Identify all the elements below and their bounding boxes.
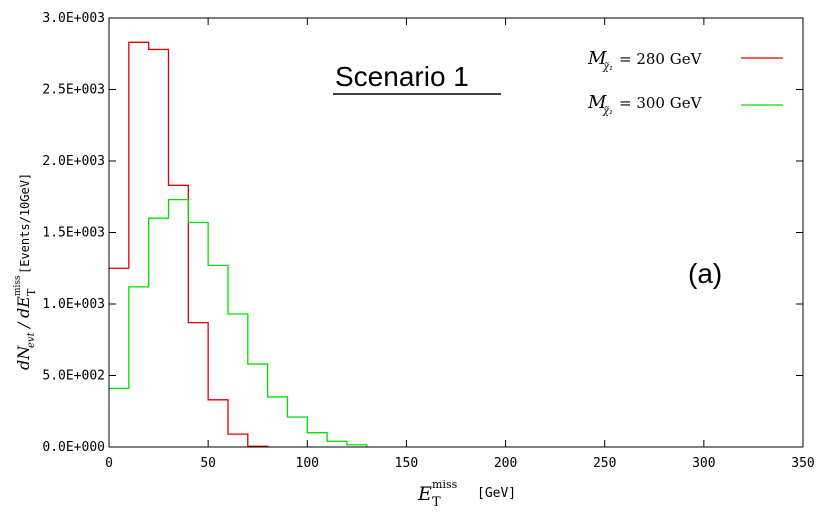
legend-label: = 300 GeV [619,94,703,112]
x-tick-label: 0 [105,456,113,471]
y-tick-label: 5.0E+002 [42,369,105,384]
xlabel-unit: [GeV] [477,486,516,501]
ticks-layer: 0 50 100 150 200 250 300 350 0.0E+000 5.0E+002 1.0… [42,11,814,471]
legend-subscript: χ̃₁ [602,106,613,117]
x-tick-label: 100 [296,456,319,471]
y-tick-label: 3.0E+003 [42,11,105,26]
ylabel-slash: / [14,321,33,330]
ylabel-denominator-sup: miss [13,275,23,296]
x-axis-label: E miss T [GeV] [417,478,516,510]
x-tick-label: 200 [494,456,517,471]
ylabel-denominator: dE [14,296,33,318]
legend-subscript: χ̃₁ [602,62,613,73]
xlabel-symbol: E [417,483,432,505]
chart-title: Scenario 1 [335,61,469,92]
ylabel-denominator-sub: T [25,288,38,296]
y-tick-label: 2.0E+003 [42,154,105,169]
legend-symbol: M [587,92,607,113]
x-tick-label: 250 [593,456,616,471]
ylabel-numerator-sub: evt [26,331,37,348]
series-line-280 [109,41,269,447]
y-tick-label: 1.0E+003 [42,297,105,312]
series-line-300 [109,198,368,447]
y-tick-label: 1.5E+003 [42,226,105,241]
x-tick-label: 350 [791,456,814,471]
xlabel-superscript: miss [432,478,458,491]
xlabel-subscript: T [432,495,441,510]
legend-entry-300: M χ̃₁ = 300 GeV [587,92,783,117]
legend: M χ̃₁ = 280 GeV M χ̃₁ = 300 GeV [587,48,783,117]
panel-label: (a) [688,258,722,289]
legend-label: = 280 GeV [619,50,703,68]
y-axis-label: dN evt / dE miss T [Events/10GeV] [13,173,38,370]
legend-entry-280: M χ̃₁ = 280 GeV [587,48,783,73]
x-tick-label: 300 [692,456,715,471]
x-tick-label: 50 [200,456,216,471]
ylabel-unit: [Events/10GeV] [18,173,32,274]
y-tick-label: 2.5E+003 [42,83,105,98]
ylabel-numerator: dN [14,345,33,370]
legend-symbol: M [587,48,607,69]
y-tick-label: 0.0E+000 [42,440,105,455]
x-tick-label: 150 [395,456,418,471]
series-layer [109,41,368,447]
